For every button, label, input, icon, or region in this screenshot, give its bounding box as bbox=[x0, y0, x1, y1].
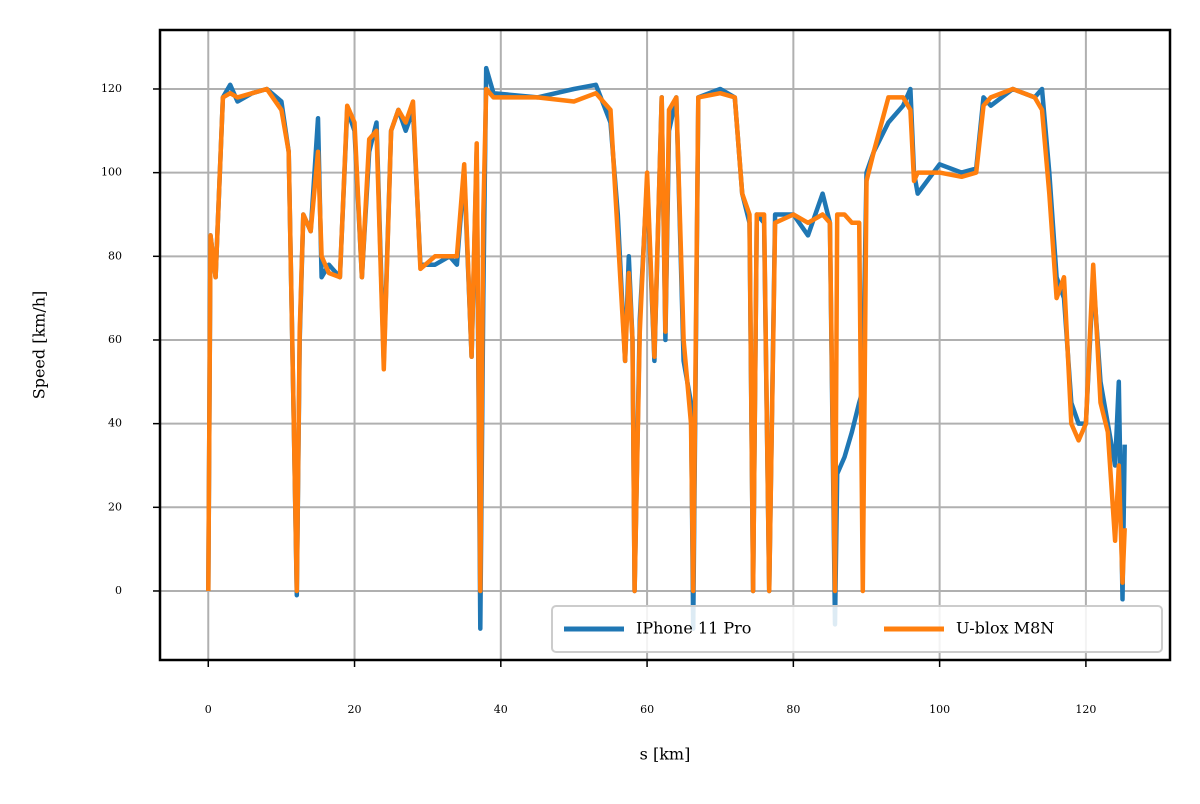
x-tick-label: 60 bbox=[640, 703, 654, 716]
y-tick-label: 80 bbox=[108, 249, 122, 262]
x-tick-label: 20 bbox=[348, 703, 362, 716]
legend-label: U-blox M8N bbox=[956, 619, 1054, 638]
x-tick-label: 40 bbox=[494, 703, 508, 716]
y-tick-label: 0 bbox=[115, 584, 122, 597]
legend: IPhone 11 Pro U-blox M8N bbox=[551, 605, 1163, 653]
x-tick-label: 120 bbox=[1075, 703, 1096, 716]
x-tick-label: 100 bbox=[929, 703, 950, 716]
x-tick-label: 80 bbox=[786, 703, 800, 716]
y-tick-label: 100 bbox=[101, 166, 122, 179]
y-tick-label: 40 bbox=[108, 417, 122, 430]
legend-label: IPhone 11 Pro bbox=[636, 619, 751, 638]
y-tick-label: 60 bbox=[108, 333, 122, 346]
y-axis-label: Speed [km/h] bbox=[30, 291, 49, 400]
x-tick-label: 0 bbox=[205, 703, 212, 716]
legend-box bbox=[551, 605, 1163, 653]
series-line bbox=[206, 86, 1127, 594]
plot-frame bbox=[158, 28, 1172, 662]
y-tick-label: 120 bbox=[101, 82, 122, 95]
x-axis-label: s [km] bbox=[640, 745, 691, 764]
y-tick-label: 20 bbox=[108, 500, 122, 513]
